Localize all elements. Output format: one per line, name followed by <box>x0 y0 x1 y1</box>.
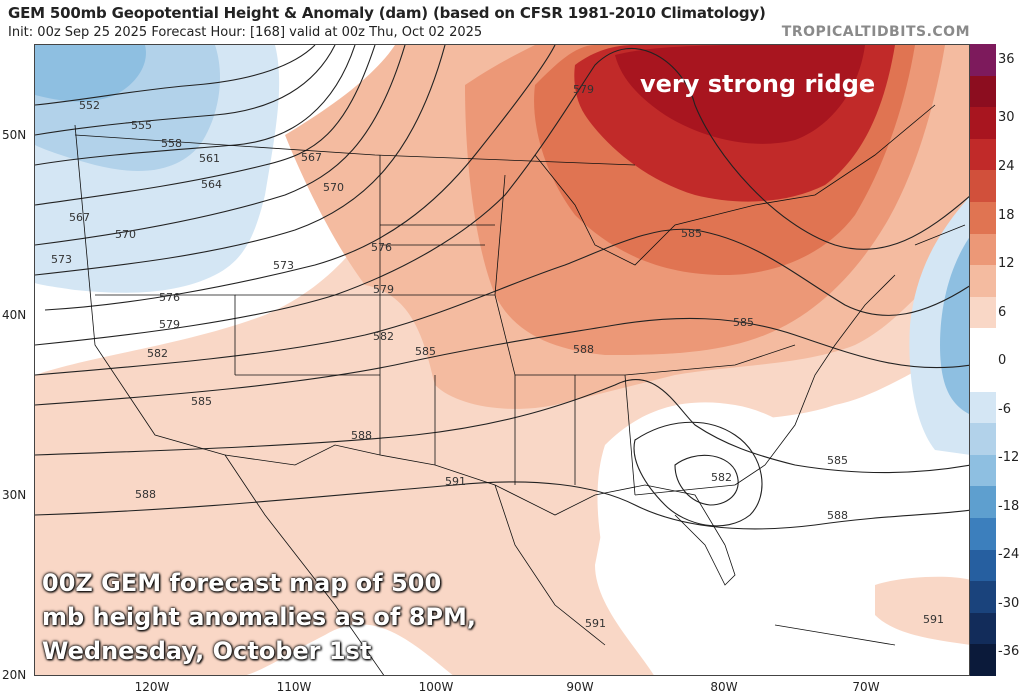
colorbar-segment <box>970 423 996 456</box>
colorbar-label: 12 <box>998 256 1015 271</box>
contour-label: 585 <box>827 454 848 467</box>
colorbar-segment <box>970 202 996 235</box>
anomaly-region-positive-30 <box>615 45 865 144</box>
colorbar-segment <box>970 265 996 298</box>
contour-label: 555 <box>131 119 152 132</box>
contour-label: 585 <box>415 345 436 358</box>
contour-label: 585 <box>733 316 754 329</box>
colorbar-segment <box>970 296 996 329</box>
contour-label: 588 <box>135 488 156 501</box>
colorbar-segment <box>970 107 996 140</box>
colorbar-segment <box>970 391 996 424</box>
contour-label: 588 <box>573 343 594 356</box>
contour-label: 579 <box>373 283 394 296</box>
contour-label: 573 <box>51 253 72 266</box>
contour-label: 585 <box>681 227 702 240</box>
contour-label: 564 <box>201 178 222 191</box>
contour-label: 567 <box>301 151 322 164</box>
colorbar-segment <box>970 44 996 77</box>
contour-label: 588 <box>827 509 848 522</box>
colorbar-label: -6 <box>998 402 1011 417</box>
contour-label: 552 <box>79 99 100 112</box>
colorbar-segment <box>970 486 996 519</box>
header: GEM 500mb Geopotential Height & Anomaly … <box>0 0 1024 44</box>
height-contours <box>35 45 969 530</box>
contour-label: 576 <box>371 241 392 254</box>
ridge-annotation: very strong ridge <box>640 70 876 98</box>
contour-label: 561 <box>199 152 220 165</box>
colorbar-label: 0 <box>998 353 1007 368</box>
colorbar-segment <box>970 549 996 582</box>
colorbar-segment <box>970 454 996 487</box>
lat-label-30n: 30N <box>2 488 27 502</box>
colorbar-label: 18 <box>998 208 1015 223</box>
anomaly-map: 552 555 558 561 564 567 567 570 570 573 … <box>35 45 969 675</box>
colorbar-segment <box>970 644 996 677</box>
colorbar-segment <box>970 581 996 614</box>
lat-label-20n: 20N <box>2 668 27 682</box>
lon-label-70w: 70W <box>852 680 880 694</box>
lon-label-110w: 110W <box>276 680 312 694</box>
colorbar-label: -24 <box>998 547 1020 562</box>
colorbar-segment <box>970 170 996 203</box>
lon-label-100w: 100W <box>418 680 454 694</box>
colorbar-label: 36 <box>998 52 1015 67</box>
colorbar-label: -30 <box>998 596 1020 611</box>
colorbar-label: 6 <box>998 305 1007 320</box>
contour-label: 579 <box>573 83 594 96</box>
map-caption: 00Z GEM forecast map of 500 mb height an… <box>42 566 476 668</box>
colorbar-segment <box>970 75 996 108</box>
contour-label: 558 <box>161 137 182 150</box>
colorbar-label: -18 <box>998 499 1020 514</box>
contour-label: 582 <box>373 330 394 343</box>
map-title: GEM 500mb Geopotential Height & Anomaly … <box>8 4 766 22</box>
map-panel: 552 555 558 561 564 567 567 570 570 573 … <box>34 44 970 676</box>
colorbar-segment <box>970 233 996 266</box>
contour-label: 585 <box>191 395 212 408</box>
contour-label: 591 <box>923 613 944 626</box>
map-subtitle: Init: 00z Sep 25 2025 Forecast Hour: [16… <box>8 25 483 40</box>
caption-line: 00Z GEM forecast map of 500 <box>42 569 442 597</box>
contour-label: 591 <box>585 617 606 630</box>
anomaly-region-positive-caribbean <box>875 576 969 645</box>
contour-label: 576 <box>159 291 180 304</box>
contour-label: 570 <box>323 181 344 194</box>
lon-label-80w: 80W <box>710 680 738 694</box>
state-borders <box>74 104 966 675</box>
contour-label: 567 <box>69 211 90 224</box>
contour-labels: 552 555 558 561 564 567 567 570 570 573 … <box>51 83 944 630</box>
colorbar-label: 24 <box>998 159 1015 174</box>
anomaly-region-negative-northwest-deeper <box>35 45 146 102</box>
contour-label: 573 <box>273 259 294 272</box>
colorbar-label: 30 <box>998 110 1015 125</box>
colorbar-segment <box>970 328 996 361</box>
contour-label: 579 <box>159 318 180 331</box>
caption-line: mb height anomalies as of 8PM, <box>42 603 476 631</box>
lon-label-120w: 120W <box>134 680 170 694</box>
colorbar-label: -12 <box>998 450 1020 465</box>
colorbar-segment <box>970 360 996 393</box>
contour-label: 582 <box>147 347 168 360</box>
colorbar-segment <box>970 138 996 171</box>
contour-label: 591 <box>445 475 466 488</box>
colorbar-segment <box>970 518 996 551</box>
caption-line: Wednesday, October 1st <box>42 637 372 665</box>
colorbar-label: -36 <box>998 644 1020 659</box>
contour-label: 570 <box>115 228 136 241</box>
lon-label-90w: 90W <box>566 680 594 694</box>
anomaly-region-negative-atlantic-deep <box>940 238 969 414</box>
colorbar-segment <box>970 612 996 645</box>
colorbar <box>970 44 996 677</box>
contour-label: 588 <box>351 429 372 442</box>
contour-label: 582 <box>711 471 732 484</box>
lat-label-50n: 50N <box>2 128 27 142</box>
brand-watermark[interactable]: TROPICALTIDBITS.COM <box>781 24 970 40</box>
lat-label-40n: 40N <box>2 308 27 322</box>
